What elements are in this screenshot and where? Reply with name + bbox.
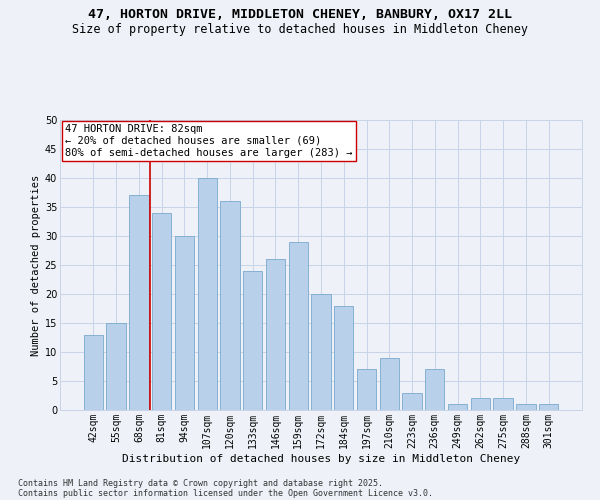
Bar bbox=[448, 404, 467, 410]
Bar bbox=[243, 271, 262, 410]
Bar bbox=[289, 242, 308, 410]
X-axis label: Distribution of detached houses by size in Middleton Cheney: Distribution of detached houses by size … bbox=[122, 454, 520, 464]
Y-axis label: Number of detached properties: Number of detached properties bbox=[31, 174, 41, 356]
Bar bbox=[175, 236, 194, 410]
Bar bbox=[425, 370, 445, 410]
Bar bbox=[493, 398, 513, 410]
Bar bbox=[129, 196, 149, 410]
Text: Contains HM Land Registry data © Crown copyright and database right 2025.: Contains HM Land Registry data © Crown c… bbox=[18, 478, 383, 488]
Text: 47, HORTON DRIVE, MIDDLETON CHENEY, BANBURY, OX17 2LL: 47, HORTON DRIVE, MIDDLETON CHENEY, BANB… bbox=[88, 8, 512, 20]
Bar bbox=[266, 259, 285, 410]
Bar bbox=[357, 370, 376, 410]
Text: Size of property relative to detached houses in Middleton Cheney: Size of property relative to detached ho… bbox=[72, 22, 528, 36]
Bar bbox=[539, 404, 558, 410]
Bar bbox=[516, 404, 536, 410]
Bar bbox=[380, 358, 399, 410]
Bar bbox=[152, 213, 172, 410]
Bar bbox=[220, 201, 239, 410]
Bar bbox=[197, 178, 217, 410]
Bar bbox=[334, 306, 353, 410]
Bar bbox=[106, 323, 126, 410]
Bar bbox=[470, 398, 490, 410]
Text: 47 HORTON DRIVE: 82sqm
← 20% of detached houses are smaller (69)
80% of semi-det: 47 HORTON DRIVE: 82sqm ← 20% of detached… bbox=[65, 124, 353, 158]
Bar bbox=[84, 334, 103, 410]
Text: Contains public sector information licensed under the Open Government Licence v3: Contains public sector information licen… bbox=[18, 488, 433, 498]
Bar bbox=[311, 294, 331, 410]
Bar bbox=[403, 392, 422, 410]
